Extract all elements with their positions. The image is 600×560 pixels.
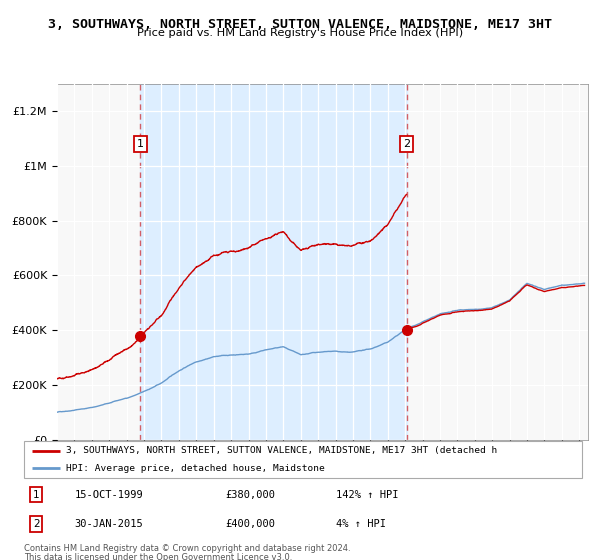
Text: 30-JAN-2015: 30-JAN-2015 xyxy=(74,519,143,529)
Text: This data is licensed under the Open Government Licence v3.0.: This data is licensed under the Open Gov… xyxy=(24,553,292,560)
Text: 1: 1 xyxy=(33,489,40,500)
Text: £380,000: £380,000 xyxy=(225,489,275,500)
Text: Price paid vs. HM Land Registry's House Price Index (HPI): Price paid vs. HM Land Registry's House … xyxy=(137,28,463,38)
Text: 4% ↑ HPI: 4% ↑ HPI xyxy=(337,519,386,529)
Text: 3, SOUTHWAYS, NORTH STREET, SUTTON VALENCE, MAIDSTONE, ME17 3HT (detached h: 3, SOUTHWAYS, NORTH STREET, SUTTON VALEN… xyxy=(66,446,497,455)
Text: 15-OCT-1999: 15-OCT-1999 xyxy=(74,489,143,500)
Text: 2: 2 xyxy=(403,139,410,149)
Text: £400,000: £400,000 xyxy=(225,519,275,529)
Text: 142% ↑ HPI: 142% ↑ HPI xyxy=(337,489,399,500)
Text: 2: 2 xyxy=(33,519,40,529)
FancyBboxPatch shape xyxy=(24,441,582,478)
Bar xyxy=(140,84,407,440)
Text: Contains HM Land Registry data © Crown copyright and database right 2024.: Contains HM Land Registry data © Crown c… xyxy=(24,544,350,553)
Text: HPI: Average price, detached house, Maidstone: HPI: Average price, detached house, Maid… xyxy=(66,464,325,473)
Text: 3, SOUTHWAYS, NORTH STREET, SUTTON VALENCE, MAIDSTONE, ME17 3HT: 3, SOUTHWAYS, NORTH STREET, SUTTON VALEN… xyxy=(48,18,552,31)
Text: 1: 1 xyxy=(137,139,144,149)
